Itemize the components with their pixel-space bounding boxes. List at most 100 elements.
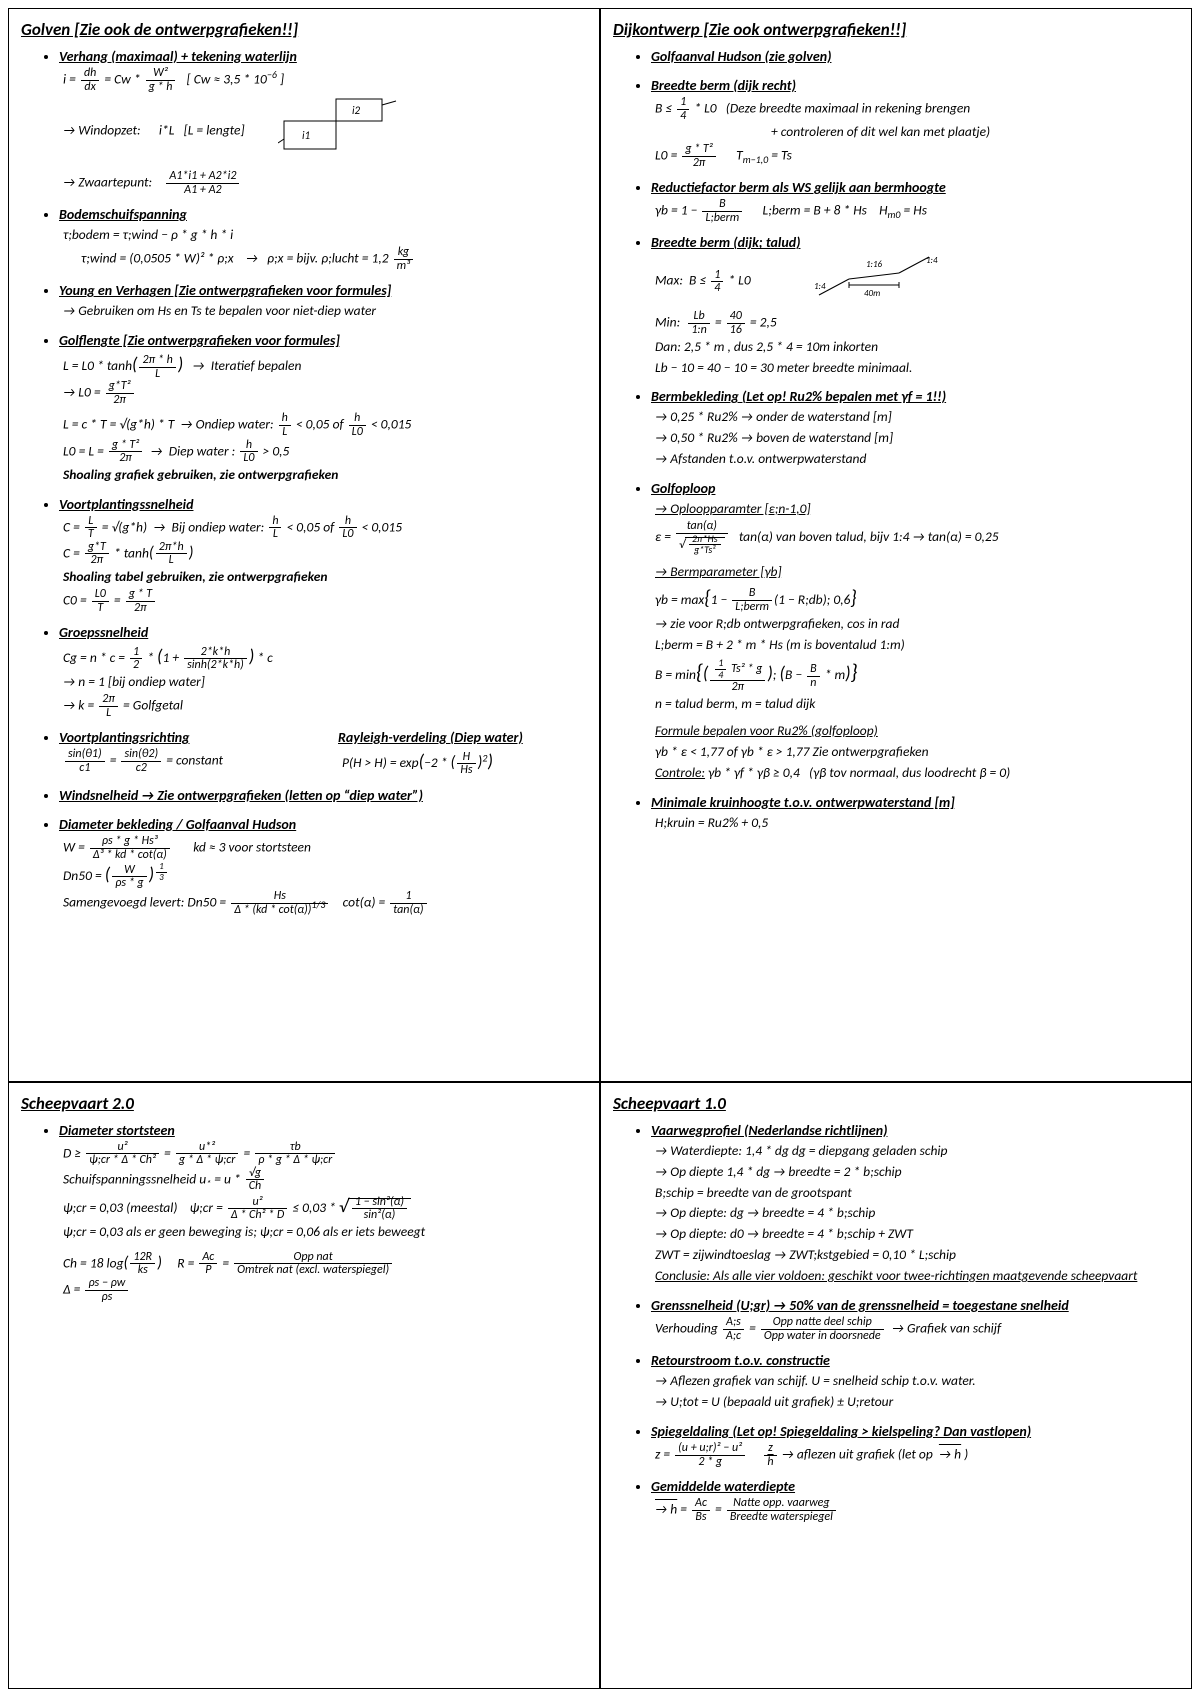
formula: B = min{(14 Ts² * g2π); (B − Bn * m)}: [651, 655, 1179, 694]
golven-item-verhang: Verhang (maximaal) + tekening waterlijn …: [59, 48, 587, 196]
dijk-item-breedte-talud: Breedte berm (dijk; talud) Max: B ≤ 14 *…: [651, 234, 1179, 378]
golven-title: Golven [Zie ook de ontwerpgrafieken!!]: [21, 19, 587, 40]
dijk-item-reductiefactor: Reductiefactor berm als WS gelijk aan be…: [651, 179, 1179, 224]
formula: L0 = L = g * T²2π → Diep water : hL0 > 0…: [59, 439, 587, 465]
page-grid: Golven [Zie ook de ontwerpgrafieken!!] V…: [8, 8, 1192, 1689]
dijk-item-kruinhoogte: Minimale kruinhoogte t.o.v. ontwerpwater…: [651, 794, 1179, 834]
dijk-item-breedte-recht: Breedte berm (dijk recht) B ≤ 14 * L0 (D…: [651, 77, 1179, 169]
formula: Schuifspanningssnelheid u* = u * √gCh: [59, 1167, 587, 1193]
line: → Windopzet: i*L [L = lengte] i2 i1: [59, 93, 587, 170]
formula: Cg = n * c = 12 * (1 + 2*k*hsinh(2*k*h))…: [59, 643, 587, 672]
formula: C0 = L0T = g * T2π: [59, 588, 587, 614]
sv1-item-retourstroom: Retourstroom t.o.v. constructie → Afleze…: [651, 1352, 1179, 1413]
golven-item-richting-rayleigh: Voortplantingsrichting sin(θ1)c1 = sin(θ…: [59, 729, 587, 777]
formula: z = (u + u;r)² − u²2 * g zh → aflezen ui…: [651, 1442, 1179, 1468]
line: ψ;cr = 0,03 als er geen beweging is; ψ;c…: [59, 1222, 587, 1243]
formula: P(H > H) = exp(−2 * (HHs)2): [338, 748, 587, 777]
formula: Samengevoegd levert: Dn50 = HsΔ * (kd * …: [59, 890, 587, 916]
dijk-title: Dijkontwerp [Zie ook ontwerpgrafieken!!]: [613, 19, 1179, 40]
formula: Verhouding A;sA;c = Opp natte deel schip…: [651, 1316, 1179, 1342]
heading-verhang: Verhang (maximaal) + tekening waterlijn: [59, 48, 297, 65]
line: → Op diepte: dg → breedte = 4 * b;schip: [651, 1203, 1179, 1224]
formula: γb = max{1 − BL;berm(1 − R;db); 0,6}: [651, 583, 1179, 614]
heading-rayleigh: Rayleigh-verdeling (Diep water): [338, 729, 523, 746]
section-dijkontwerp: Dijkontwerp [Zie ook ontwerpgrafieken!!]…: [600, 8, 1192, 1082]
line: → Zwaartepunt: A1*i1 + A2*i2A1 + A2: [59, 170, 587, 196]
lbl: 40m: [864, 288, 880, 299]
line: → Afstanden t.o.v. ontwerpwaterstand: [651, 449, 1179, 470]
line: → 0,25 * Ru2% → onder de waterstand [m]: [651, 407, 1179, 428]
diagram-label-i1: i1: [302, 129, 310, 142]
formula: W = ρs * g * Hs³Δ³ * kd * cot(α) kd ≈ 3 …: [59, 835, 587, 861]
formula: C = g*T2π * tanh(2π*hL): [59, 541, 587, 567]
sv1-item-waterdiepte: Gemiddelde waterdiepte → h = AcBs = Natt…: [651, 1478, 1179, 1523]
line: → n = 1 [bij ondiep water]: [59, 672, 587, 693]
dijk-item-hudson: Golfaanval Hudson (zie golven): [651, 48, 1179, 67]
formula: ψ;cr = 0,03 (meestal) ψ;cr = u²Δ * Ch² *…: [59, 1193, 587, 1222]
scheepvaart1-list: Vaarwegprofiel (Nederlandse richtlijnen)…: [613, 1122, 1179, 1524]
sv1-item-grenssnelheid: Grenssnelheid (U;gr) → 50% van de grenss…: [651, 1297, 1179, 1342]
formula: Max: B ≤ 14 * L0 1:4 1:16 1:4: [651, 253, 1179, 310]
formula: τ;wind = (0,0505 * W)² * ρ;x → ρ;x = bij…: [59, 246, 587, 272]
formula: i = dhdx = Cw * W²g * h [ Cw ≈ 3,5 * 10−…: [59, 67, 587, 93]
formula: L = c * T = √(g*h) * T → Ondiep water: h…: [59, 412, 587, 438]
scheepvaart1-title: Scheepvaart 1.0: [613, 1093, 1179, 1114]
lbl: 1:4: [926, 255, 938, 266]
line: ZWT = zijwindtoeslag → ZWT;kstgebied = 0…: [651, 1245, 1179, 1266]
line: L;berm = B + 2 * m * Hs (m is boventalud…: [651, 635, 1179, 656]
formula: C = LT = √(g*h) → Bij ondiep water: hL <…: [59, 515, 587, 541]
line: Shoaling tabel gebruiken, zie ontwerpgra…: [59, 567, 587, 588]
heading: Spiegeldaling (Let op! Spiegeldaling > k…: [651, 1423, 1031, 1440]
line: → Waterdiepte: 1,4 * dg dg = diepgang ge…: [651, 1141, 1179, 1162]
heading: Bermbekleding (Let op! Ru2% bepalen met …: [651, 388, 946, 405]
formula: L0 = g * T²2π Tm−1,0 = Ts: [651, 143, 1179, 169]
line: + controleren of dit wel kan met plaatje…: [651, 122, 1179, 143]
dijk-item-golfoploop: Golfoploop → Oploopparamter [ε;n-1,0] ε …: [651, 480, 1179, 784]
heading-golflengte: Golflengte [Zie ontwerpgrafieken voor fo…: [59, 332, 340, 349]
diagram-talud: 1:4 1:16 1:4 40m: [814, 253, 944, 310]
golven-item-groepssnelheid: Groepssnelheid Cg = n * c = 12 * (1 + 2*…: [59, 624, 587, 719]
line: → Op diepte: d0 → breedte = 4 * b;schip …: [651, 1224, 1179, 1245]
formula: B ≤ 14 * L0 (Deze breedte maximaal in re…: [651, 96, 1179, 122]
scheepvaart2-title: Scheepvaart 2.0: [21, 1093, 587, 1114]
heading: Golfaanval Hudson (zie golven): [651, 48, 831, 65]
line: Conclusie: Als alle vier voldoen: geschi…: [651, 1266, 1179, 1287]
formula: Min: Lb1:n = 4016 = 2,5: [651, 310, 1179, 336]
line: Shoaling grafiek gebruiken, zie ontwerpg…: [59, 465, 587, 486]
heading-bodemschuif: Bodemschuifspanning: [59, 206, 187, 223]
golven-item-young: Young en Verhagen [Zie ontwerpgrafieken …: [59, 282, 587, 322]
heading-voortplanting: Voortplantingssnelheid: [59, 496, 193, 513]
heading: Diameter stortsteen: [59, 1122, 175, 1139]
line: → Oploopparamter [ε;n-1,0]: [651, 499, 1179, 520]
heading: Breedte berm (dijk; talud): [651, 234, 800, 251]
golven-item-bodemschuif: Bodemschuifspanning τ;bodem = τ;wind − ρ…: [59, 206, 587, 272]
heading: Vaarwegprofiel (Nederlandse richtlijnen): [651, 1122, 888, 1139]
section-golven: Golven [Zie ook de ontwerpgrafieken!!] V…: [8, 8, 600, 1082]
heading-young: Young en Verhagen [Zie ontwerpgrafieken …: [59, 282, 391, 299]
heading-windsnelheid: Windsnelheid → Zie ontwerpgrafieken (let…: [59, 787, 423, 804]
golven-item-voortplanting: Voortplantingssnelheid C = LT = √(g*h) →…: [59, 496, 587, 614]
heading: Reductiefactor berm als WS gelijk aan be…: [651, 179, 946, 196]
formula: → k = 2πL = Golfgetal: [59, 693, 587, 719]
lbl: 1:16: [866, 259, 883, 270]
golven-item-windsnelheid: Windsnelheid → Zie ontwerpgrafieken (let…: [59, 787, 587, 806]
line: → 0,50 * Ru2% → boven de waterstand [m]: [651, 428, 1179, 449]
line: → U;tot = U (bepaald uit grafiek) ± U;re…: [651, 1392, 1179, 1413]
heading: Breedte berm (dijk recht): [651, 77, 796, 94]
scheepvaart2-list: Diameter stortsteen D ≥ u²ψ;cr * Δ * Ch²…: [21, 1122, 587, 1304]
line: → zie voor R;db ontwerpgrafieken, cos in…: [651, 614, 1179, 635]
sv2-item-diameter: Diameter stortsteen D ≥ u²ψ;cr * Δ * Ch²…: [59, 1122, 587, 1304]
formula: Δ = ρs − ρwρs: [59, 1277, 587, 1303]
line: Dan: 2,5 * m , dus 2,5 * 4 = 10m inkorte…: [651, 337, 1179, 358]
golven-item-golflengte: Golflengte [Zie ontwerpgrafieken voor fo…: [59, 332, 587, 485]
diagram-label-i2: i2: [352, 104, 361, 117]
line: Lb − 10 = 40 − 10 = 30 meter breedte min…: [651, 358, 1179, 379]
heading: Minimale kruinhoogte t.o.v. ontwerpwater…: [651, 794, 955, 811]
line: → Bermparameter [γb]: [651, 562, 1179, 583]
formula: Dn50 = (Wρs * g)13: [59, 861, 587, 890]
formula: L = L0 * tanh(2π * hL) → Iteratief bepal…: [59, 351, 587, 380]
heading: Grenssnelheid (U;gr) → 50% van de grenss…: [651, 1297, 1069, 1314]
line: Formule bepalen voor Ru2% (golfoploop): [651, 721, 1179, 742]
heading-groepssnelheid: Groepssnelheid: [59, 624, 148, 641]
line: → Aflezen grafiek van schijf. U = snelhe…: [651, 1371, 1179, 1392]
